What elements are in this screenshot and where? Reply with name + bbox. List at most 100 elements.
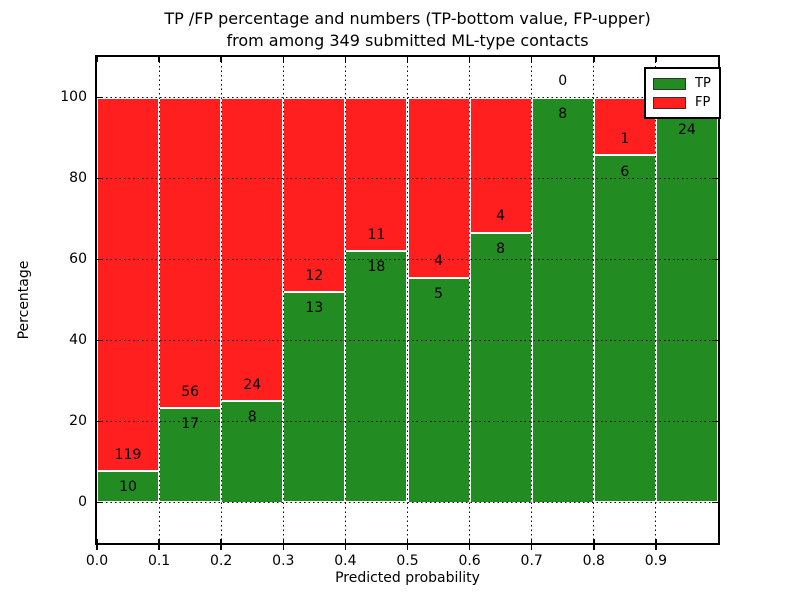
bar-count-label-fp: 4 <box>496 208 506 225</box>
y-tick <box>97 501 103 504</box>
y-tick <box>97 177 103 180</box>
x-tick-top <box>220 57 222 62</box>
x-tick-label: 0.3 <box>272 553 295 569</box>
x-tick-top <box>530 57 533 62</box>
y-tick-label: 20 <box>69 412 87 429</box>
x-tick-label: 0.9 <box>644 553 668 569</box>
y-tick-right <box>712 177 718 180</box>
bar-count-label-tp: 10 <box>119 479 137 496</box>
x-tick <box>344 539 347 550</box>
x-tick-top <box>655 57 657 62</box>
bar-count-label-fp: 24 <box>243 377 262 394</box>
bar-count-label-tp: 8 <box>558 105 568 122</box>
x-tick-top <box>158 57 160 62</box>
gridline-x <box>593 57 595 543</box>
x-tick <box>655 539 657 550</box>
bar-segment-tp <box>593 155 656 503</box>
y-tick-label: 40 <box>69 331 87 348</box>
gridline-x <box>531 57 533 543</box>
gridline-x <box>655 57 657 543</box>
x-tick <box>158 539 160 550</box>
legend-label-tp: TP <box>695 76 711 91</box>
bar-count-label-fp: 1 <box>620 131 630 148</box>
y-tick-label: 80 <box>69 169 87 186</box>
bar-count-label-fp: 4 <box>434 253 443 270</box>
x-tick <box>593 539 595 550</box>
gridline-x <box>469 57 471 543</box>
x-tick-top <box>468 57 471 62</box>
y-tick-right <box>712 420 718 423</box>
bar-segment-fp <box>159 97 222 409</box>
bar-count-label-fp: 0 <box>558 73 568 90</box>
bar-segment-tp <box>97 471 160 503</box>
gridline-y <box>97 259 718 260</box>
y-tick-label: 100 <box>60 88 87 105</box>
bar-count-label-tp: 17 <box>181 416 200 433</box>
x-tick-label: 0.6 <box>458 553 481 569</box>
legend-item-tp: TP <box>653 74 711 93</box>
bar-count-label-tp: 18 <box>367 259 386 276</box>
gridline-x <box>220 57 222 543</box>
bar-count-label-tp: 6 <box>620 163 630 180</box>
y-axis-label: Percentage <box>16 260 32 340</box>
y-tick-right <box>712 258 718 261</box>
gridline-y <box>97 421 718 422</box>
bar-segment-tp <box>469 232 532 503</box>
y-tick <box>97 96 103 99</box>
gridline-y <box>97 178 718 179</box>
x-tick-top <box>282 57 285 62</box>
gridline-y <box>97 340 718 341</box>
bar-segment-fp <box>97 97 160 472</box>
bar-segment-fp <box>283 97 346 292</box>
x-tick <box>468 539 471 550</box>
tp-color-swatch <box>653 77 686 90</box>
x-tick-label: 0.0 <box>85 553 109 569</box>
x-tick-label: 0.7 <box>520 553 543 569</box>
chart-title-line2: from among 349 submitted ML-type contact… <box>226 31 589 50</box>
fp-color-swatch <box>653 96 686 109</box>
x-tick <box>96 539 98 550</box>
x-tick-label: 0.8 <box>582 553 605 569</box>
bar-count-label-fp: 12 <box>305 267 324 284</box>
bar-segment-tp <box>283 291 346 503</box>
x-axis-label: Predicted probability <box>335 570 480 586</box>
y-tick-label: 60 <box>69 250 87 267</box>
gridline-x <box>407 57 408 543</box>
chart-title-line1: TP /FP percentage and numbers (TP-bottom… <box>164 9 651 28</box>
bar-segment-tp <box>345 251 408 503</box>
x-tick-label: 0.2 <box>210 553 233 569</box>
y-tick-label: 0 <box>78 493 87 510</box>
bar-segment-tp <box>655 113 718 503</box>
x-tick-top <box>593 57 595 62</box>
bar-count-label-tp: 8 <box>247 409 257 426</box>
gridline-x <box>344 57 346 543</box>
bar-segment-tp <box>159 408 222 503</box>
bar-count-label-tp: 5 <box>434 285 443 302</box>
legend: TP FP <box>644 67 721 119</box>
bar-segment-fp <box>221 97 284 402</box>
x-tick-top <box>406 57 409 62</box>
x-tick-label: 0.4 <box>334 553 357 569</box>
legend-label-fp: FP <box>695 95 711 110</box>
y-tick-right <box>712 339 718 342</box>
bar-segment-fp <box>469 97 532 233</box>
x-tick-label: 0.1 <box>147 553 171 569</box>
chart-title: TP /FP percentage and numbers (TP-bottom… <box>97 8 718 52</box>
bar-count-label-fp: 11 <box>367 226 386 243</box>
x-tick-top <box>344 57 347 62</box>
bar-segment-tp <box>531 97 594 503</box>
x-tick-label: 0.5 <box>396 553 419 569</box>
x-tick <box>530 539 533 550</box>
legend-item-fp: FP <box>653 93 711 112</box>
bar-count-label-tp: 24 <box>678 121 696 138</box>
bar-count-label-fp: 56 <box>181 383 200 400</box>
bar-count-label-fp: 119 <box>114 446 142 463</box>
gridline-y <box>97 97 718 98</box>
bar-count-label-tp: 13 <box>305 300 324 317</box>
bar-segment-tp <box>407 277 470 503</box>
x-tick <box>220 539 222 550</box>
bar-segment-tp <box>221 401 284 503</box>
plot-area: TP FP 11910561724812131118454808161240.0… <box>60 55 721 569</box>
y-tick <box>97 258 103 261</box>
